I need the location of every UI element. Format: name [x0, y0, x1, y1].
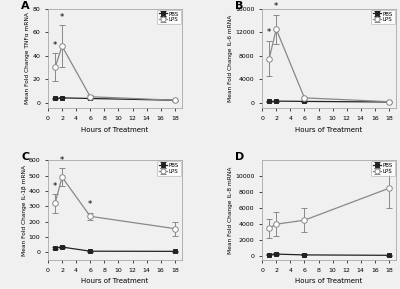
Y-axis label: Mean Fold Change TNFα mRNA: Mean Fold Change TNFα mRNA: [26, 13, 30, 105]
Text: *: *: [60, 155, 64, 164]
Y-axis label: Mean Fold Change IL-6 mRNA: Mean Fold Change IL-6 mRNA: [228, 15, 233, 102]
Legend: PBS, LPS: PBS, LPS: [371, 10, 395, 24]
Text: *: *: [53, 181, 57, 191]
Text: *: *: [274, 2, 278, 11]
X-axis label: Hours of Treatment: Hours of Treatment: [81, 278, 148, 284]
Text: B: B: [235, 1, 244, 11]
Y-axis label: Mean Fold Change IL-1β mRNA: Mean Fold Change IL-1β mRNA: [22, 165, 26, 256]
Legend: PBS, LPS: PBS, LPS: [371, 162, 395, 176]
Text: *: *: [60, 13, 64, 22]
Y-axis label: Mean Fold Change IL-8 mRNA: Mean Fold Change IL-8 mRNA: [228, 166, 233, 254]
Text: C: C: [21, 152, 29, 162]
Legend: PBS, LPS: PBS, LPS: [157, 10, 181, 24]
Text: *: *: [267, 28, 271, 38]
Text: D: D: [235, 152, 245, 162]
Text: A: A: [21, 1, 30, 11]
Text: *: *: [88, 200, 92, 209]
Text: *: *: [53, 41, 57, 50]
Legend: PBS, LPS: PBS, LPS: [157, 162, 181, 176]
X-axis label: Hours of Treatment: Hours of Treatment: [296, 278, 363, 284]
X-axis label: Hours of Treatment: Hours of Treatment: [81, 127, 148, 133]
X-axis label: Hours of Treatment: Hours of Treatment: [296, 127, 363, 133]
